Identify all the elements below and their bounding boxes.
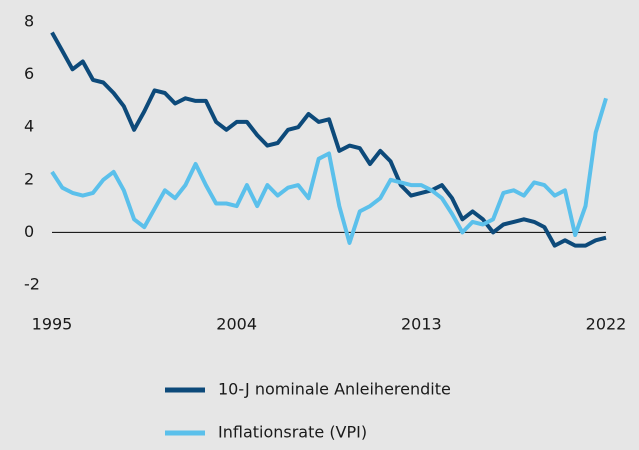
legend-label: 10-J nominale Anleiherendite [218,380,451,399]
series-line [50,97,608,245]
y-tick-label: 2 [24,169,34,188]
x-tick-label: 2013 [401,315,442,334]
x-tick-label: 2004 [216,315,257,334]
series-line [50,31,607,248]
x-tick-label: 1995 [32,315,73,334]
legend-label: Inflationsrate (VPI) [218,423,367,442]
y-tick-label: 4 [24,117,34,136]
y-tick-label: 0 [24,222,34,241]
x-tick-label: 2022 [586,315,627,334]
y-tick-label: 6 [24,64,34,83]
y-tick-label: 8 [24,12,34,31]
y-tick-label: -2 [24,275,40,294]
